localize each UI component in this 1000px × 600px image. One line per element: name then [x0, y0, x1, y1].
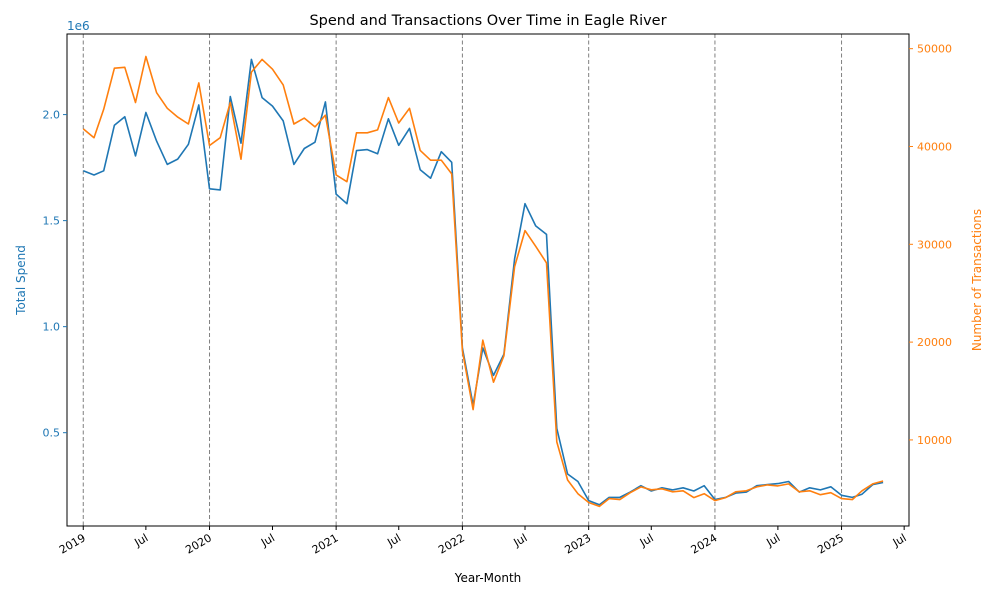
right-y-axis: 10000 20000 30000 40000 50000: [909, 43, 952, 447]
x-tick-label: Jul: [258, 531, 277, 549]
plot-frame: [66, 33, 910, 527]
left-tick-label: 1.0: [43, 321, 61, 334]
year-reference-lines: [82, 34, 843, 526]
right-tick-label: 50000: [917, 43, 952, 56]
left-y-axis: 0.5 1.0 1.5 2.0: [43, 109, 67, 440]
right-tick-label: 30000: [917, 238, 952, 251]
right-tick-label: 10000: [917, 434, 952, 447]
left-tick-label: 0.5: [43, 427, 61, 440]
right-axis-label: Number of Transactions: [970, 209, 984, 351]
transactions-line: [82, 55, 884, 508]
chart-title: Spend and Transactions Over Time in Eagl…: [309, 13, 666, 29]
right-tick-label: 40000: [917, 140, 952, 153]
x-tick-label: Jul: [637, 531, 656, 549]
x-tick-label: Jul: [384, 531, 403, 549]
x-tick-label: Jul: [511, 531, 530, 549]
x-tick-label: Jul: [132, 531, 151, 549]
left-axis-multiplier: 1e6: [67, 19, 90, 33]
x-axis-label: Year-Month: [454, 571, 522, 585]
right-tick-label: 20000: [917, 336, 952, 349]
x-tick-label: Jul: [890, 531, 909, 549]
left-tick-label: 1.5: [43, 215, 61, 228]
series-lines: [82, 55, 884, 508]
x-tick-label: Jul: [764, 531, 783, 549]
left-tick-label: 2.0: [43, 109, 61, 122]
left-axis-label: Total Spend: [14, 245, 28, 316]
